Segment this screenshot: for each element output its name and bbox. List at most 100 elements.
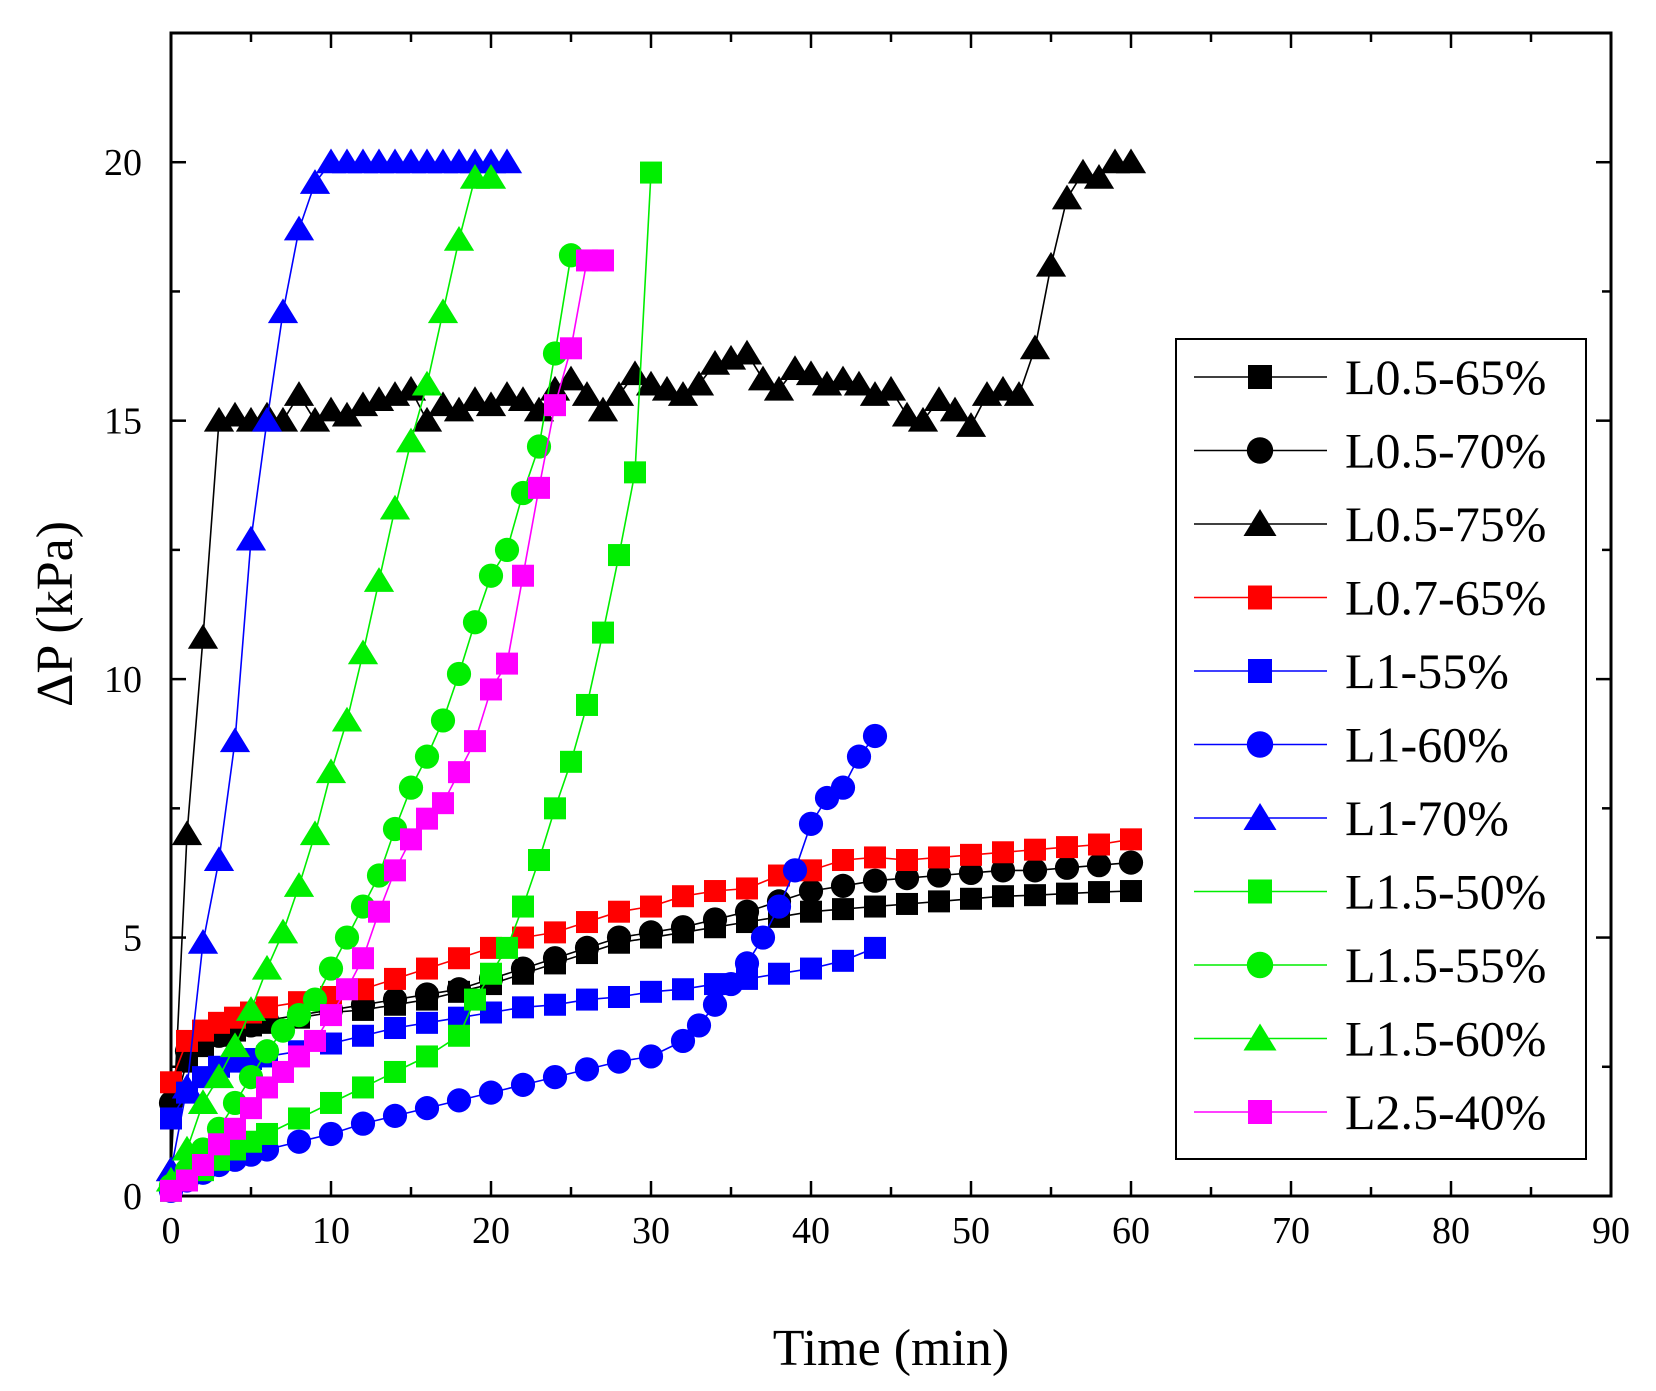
x-tick-label: 20 <box>472 1210 510 1252</box>
legend-marker <box>1243 509 1277 536</box>
data-point <box>267 918 299 944</box>
data-point <box>187 624 219 649</box>
legend-label: L1.5-50% <box>1345 864 1546 920</box>
data-point <box>571 381 603 406</box>
data-point <box>443 226 475 251</box>
y-tick-label: 20 <box>104 142 142 184</box>
data-point <box>875 375 907 401</box>
data-point <box>283 215 315 241</box>
data-point <box>1088 833 1110 856</box>
data-point <box>379 494 411 520</box>
data-point <box>331 706 363 732</box>
y-axis-tick-labels: 0 5 10 15 20 <box>104 142 142 1218</box>
data-point <box>686 1013 712 1038</box>
legend-label: L1.5-60% <box>1345 1011 1546 1067</box>
legend-label: L0.5-75% <box>1345 496 1546 552</box>
data-point <box>192 1153 214 1176</box>
data-point <box>990 858 1016 883</box>
data-point <box>286 1002 312 1028</box>
legend-entry: L1-55% <box>1194 643 1509 699</box>
data-point <box>907 406 939 432</box>
data-point <box>747 365 779 391</box>
data-point <box>510 1072 536 1097</box>
data-point <box>702 907 728 932</box>
data-point <box>491 148 523 174</box>
legend-marker <box>1248 659 1272 683</box>
data-point <box>395 427 427 453</box>
data-point <box>542 946 568 971</box>
data-point <box>512 895 534 918</box>
data-point <box>672 978 694 1001</box>
y-tick-label: 5 <box>123 918 142 960</box>
data-point <box>320 1091 342 1114</box>
legend-marker <box>1248 365 1272 389</box>
legend-label: L0.5-70% <box>1345 423 1546 479</box>
data-point <box>224 1117 246 1140</box>
data-point <box>251 954 283 980</box>
data-point <box>992 885 1014 908</box>
data-point <box>528 476 550 499</box>
x-tick-label: 10 <box>312 1210 350 1252</box>
data-point <box>779 355 811 380</box>
legend-label: L0.7-65% <box>1345 570 1546 626</box>
data-point <box>1003 381 1035 406</box>
data-point <box>416 1045 438 1068</box>
series-L2.5-40% <box>160 249 614 1202</box>
data-point <box>734 899 760 924</box>
data-point <box>1115 148 1147 174</box>
data-point <box>704 880 726 903</box>
data-point <box>331 401 363 427</box>
data-point <box>750 925 776 950</box>
legend-label: L1-70% <box>1345 790 1509 846</box>
legend-entry: L0.5-75% <box>1194 496 1546 552</box>
data-point <box>1088 881 1110 904</box>
data-point <box>608 985 630 1008</box>
data-point <box>1035 251 1067 277</box>
data-point <box>640 895 662 918</box>
data-point <box>667 381 699 406</box>
y-tick-label: 15 <box>104 401 142 443</box>
data-point <box>304 1029 326 1052</box>
data-point <box>958 860 984 886</box>
data-point <box>299 169 331 194</box>
legend-box <box>1175 338 1587 1160</box>
data-point <box>299 406 331 432</box>
data-point <box>171 820 203 846</box>
legend-entry: L1-60% <box>1194 717 1509 773</box>
series-L1-70% <box>155 148 523 1182</box>
data-point <box>352 1024 374 1047</box>
data-point <box>528 849 550 872</box>
data-point <box>448 1024 470 1047</box>
data-point <box>638 920 664 945</box>
data-point <box>1024 838 1046 861</box>
data-point <box>864 895 886 918</box>
data-point <box>718 971 744 997</box>
data-point <box>1022 858 1048 883</box>
data-point <box>416 957 438 980</box>
data-point <box>464 730 486 753</box>
legend-marker <box>1243 1023 1277 1051</box>
data-point <box>350 1111 376 1136</box>
data-point <box>398 775 424 800</box>
data-point <box>411 370 443 396</box>
data-point <box>219 1032 251 1058</box>
x-tick-label: 70 <box>1272 1210 1310 1252</box>
data-point <box>448 761 470 784</box>
data-point <box>1056 882 1078 905</box>
data-point <box>414 1096 440 1121</box>
data-point <box>427 298 459 324</box>
data-point <box>766 894 792 919</box>
data-point <box>336 978 358 1001</box>
data-point <box>363 567 395 592</box>
legend-marker <box>1248 879 1272 904</box>
legend-marker <box>1248 1100 1272 1124</box>
legend-entry: L1-70% <box>1194 790 1509 846</box>
data-point <box>592 249 614 272</box>
data-point <box>382 987 408 1012</box>
data-point <box>830 775 856 800</box>
data-point <box>923 386 955 411</box>
data-point <box>512 996 534 1019</box>
data-point <box>1118 850 1144 875</box>
data-point <box>494 537 520 562</box>
x-axis-title: Time (min) <box>773 1320 1009 1377</box>
